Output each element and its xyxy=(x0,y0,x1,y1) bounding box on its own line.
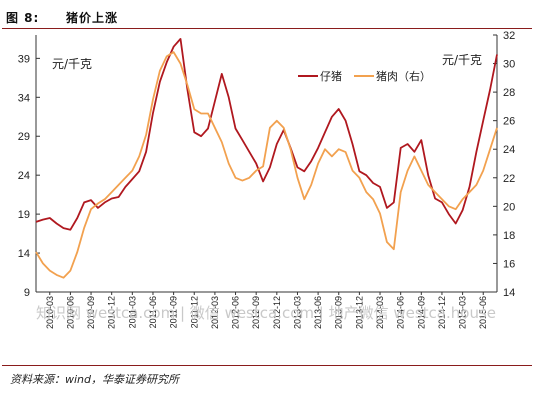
x-tick-label: 2014-06 xyxy=(396,296,406,329)
x-tick-label: 2014-03 xyxy=(375,296,385,329)
y-left-tick-label: 24 xyxy=(18,170,30,182)
x-tick-label: 2013-09 xyxy=(334,296,344,329)
chart-axes: 9 14 19 24 29 34 39 14 16 18 20 22 24 26 28 30 32 xyxy=(18,30,516,299)
price-line-chart: 9 14 19 24 29 34 39 14 16 18 20 22 24 26 28 30 32 2010-0… xyxy=(18,30,516,329)
y-right-tick-label: 14 xyxy=(503,287,515,299)
y-right-tick-label: 32 xyxy=(503,30,515,42)
y-left-tick-label: 29 xyxy=(18,131,30,143)
y-left-tick-label: 9 xyxy=(24,287,30,299)
y-right-tick-label: 30 xyxy=(503,59,515,71)
y-left-unit-label: 元/千克 xyxy=(52,57,92,71)
series-line-pork xyxy=(35,51,498,279)
x-tick-label: 2011-03 xyxy=(127,296,137,328)
y-right-tick-label: 18 xyxy=(503,230,515,242)
y-right-unit-label: 元/千克 xyxy=(442,53,482,67)
header-rule xyxy=(2,28,532,29)
x-tick-label: 2013-12 xyxy=(354,296,364,329)
y-right-tick-label: 16 xyxy=(503,258,515,270)
figure-number: 图 8: xyxy=(6,11,40,25)
source-rule xyxy=(2,365,532,366)
x-tick-label: 2010-03 xyxy=(45,296,55,329)
y-right-tick-label: 24 xyxy=(503,144,515,156)
x-tick-label: 2012-09 xyxy=(251,296,261,329)
y-right-tick-label: 28 xyxy=(503,87,515,99)
figure-header: 图 8: 猪价上涨 xyxy=(0,0,550,30)
x-tick-label: 2010-06 xyxy=(65,296,75,329)
y-right-tick-label: 20 xyxy=(503,201,515,213)
legend-label-piglet: 仔猪 xyxy=(320,70,342,83)
y-left-tick-label: 14 xyxy=(18,248,30,260)
watermark: 知识网 westca.com | 微信 westca.com | 地产微信 we… xyxy=(36,304,496,322)
chart-legend: 仔猪 猪肉（右） xyxy=(298,69,431,83)
y-left-tick-label: 19 xyxy=(18,209,30,221)
y-right-tick-label: 22 xyxy=(503,173,515,185)
y-left-tick-label: 39 xyxy=(18,53,30,65)
x-tick-label: 2014-12 xyxy=(437,296,447,329)
x-tick-label: 2013-06 xyxy=(313,296,323,329)
x-tick-label: 2010-09 xyxy=(86,296,96,329)
x-tick-label: 2015-06 xyxy=(478,296,488,329)
x-tick-label: 2012-03 xyxy=(210,296,220,329)
x-tick-label: 2010-12 xyxy=(107,296,117,329)
y-left-tick-label: 34 xyxy=(18,92,30,104)
watermark-text: 知识网 westca.com | 微信 westca.com | 地产微信 we… xyxy=(36,304,496,322)
figure-title: 猪价上涨 xyxy=(66,11,119,25)
x-tick-label: 2013-03 xyxy=(292,296,302,329)
source-note: 资料来源：wind，华泰证券研究所 xyxy=(10,373,180,386)
legend-label-pork: 猪肉（右） xyxy=(376,69,431,83)
chart-series xyxy=(35,38,498,279)
x-tick-label: 2012-06 xyxy=(231,296,241,329)
x-tick-label: 2012-12 xyxy=(272,296,282,329)
series-line-piglet xyxy=(35,38,498,231)
x-tick-label: 2011-12 xyxy=(189,296,199,328)
y-right-tick-label: 26 xyxy=(503,116,515,128)
x-tick-label: 2014-09 xyxy=(416,296,426,329)
x-tick-label: 2011-09 xyxy=(169,296,179,328)
x-tick-label: 2011-06 xyxy=(148,296,158,328)
x-tick-labels: 2010-03 2010-06 2010-09 2010-12 2011-03 2011-… xyxy=(45,296,488,329)
x-tick-label: 2015-03 xyxy=(458,296,468,329)
